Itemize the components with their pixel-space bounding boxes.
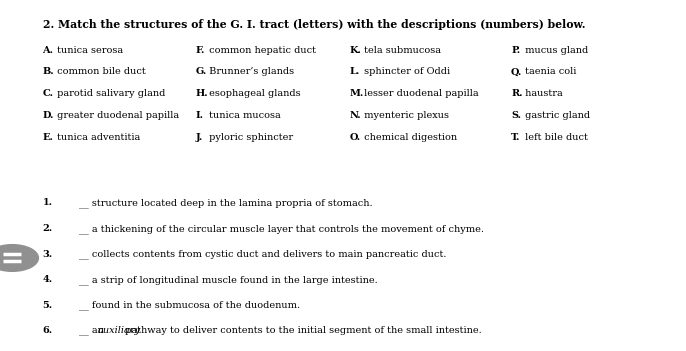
Text: F.: F. xyxy=(196,46,205,55)
Text: I.: I. xyxy=(196,111,204,120)
Text: D.: D. xyxy=(43,111,54,120)
Text: mucus gland: mucus gland xyxy=(522,46,589,55)
Text: haustra: haustra xyxy=(522,89,563,98)
Text: M.: M. xyxy=(350,89,364,98)
Text: G.: G. xyxy=(196,67,206,77)
Text: E.: E. xyxy=(43,133,54,142)
Text: R.: R. xyxy=(511,89,523,98)
Text: tunica mucosa: tunica mucosa xyxy=(206,111,281,120)
Text: 2. Match the structures of the G. I. tract (letters) with the descriptions (numb: 2. Match the structures of the G. I. tra… xyxy=(43,19,585,30)
Circle shape xyxy=(0,245,38,271)
Text: greater duodenal papilla: greater duodenal papilla xyxy=(54,111,178,120)
Text: 4.: 4. xyxy=(43,275,53,284)
Text: K.: K. xyxy=(350,46,362,55)
Text: tela submucosa: tela submucosa xyxy=(361,46,441,55)
Text: 2.: 2. xyxy=(43,224,53,233)
Text: T.: T. xyxy=(511,133,521,142)
Text: 5.: 5. xyxy=(43,301,53,310)
Text: N.: N. xyxy=(350,111,362,120)
Text: parotid salivary gland: parotid salivary gland xyxy=(54,89,165,98)
Text: __ a thickening of the circular muscle layer that controls the movement of chyme: __ a thickening of the circular muscle l… xyxy=(79,224,484,234)
Text: myenteric plexus: myenteric plexus xyxy=(361,111,449,120)
Text: __ structure located deep in the lamina propria of stomach.: __ structure located deep in the lamina … xyxy=(79,198,372,208)
Text: B.: B. xyxy=(43,67,54,77)
Text: 6.: 6. xyxy=(43,326,53,336)
Text: L.: L. xyxy=(350,67,360,77)
Text: left bile duct: left bile duct xyxy=(522,133,588,142)
Text: O.: O. xyxy=(350,133,361,142)
Text: 3.: 3. xyxy=(43,250,53,259)
Text: __ collects contents from cystic duct and delivers to main pancreatic duct.: __ collects contents from cystic duct an… xyxy=(79,250,447,259)
Text: tunica adventitia: tunica adventitia xyxy=(54,133,140,142)
Text: common bile duct: common bile duct xyxy=(54,67,145,77)
Text: P.: P. xyxy=(511,46,520,55)
Text: chemical digestion: chemical digestion xyxy=(361,133,457,142)
Text: auxiliary: auxiliary xyxy=(97,326,141,336)
Text: H.: H. xyxy=(196,89,208,98)
Text: pathway to deliver contents to the initial segment of the small intestine.: pathway to deliver contents to the initi… xyxy=(122,326,482,336)
Text: Brunner’s glands: Brunner’s glands xyxy=(206,67,294,77)
Text: lesser duodenal papilla: lesser duodenal papilla xyxy=(361,89,478,98)
Text: common hepatic duct: common hepatic duct xyxy=(206,46,316,55)
Text: taenia coli: taenia coli xyxy=(522,67,576,77)
Text: S.: S. xyxy=(511,111,521,120)
Text: 1.: 1. xyxy=(43,198,53,207)
Text: pyloric sphincter: pyloric sphincter xyxy=(206,133,294,142)
Text: sphincter of Oddi: sphincter of Oddi xyxy=(361,67,450,77)
Text: __ a strip of longitudinal muscle found in the large intestine.: __ a strip of longitudinal muscle found … xyxy=(79,275,377,285)
Text: esophageal glands: esophageal glands xyxy=(206,89,301,98)
Text: __ found in the submucosa of the duodenum.: __ found in the submucosa of the duodenu… xyxy=(79,301,300,311)
Text: C.: C. xyxy=(43,89,54,98)
Text: Q.: Q. xyxy=(511,67,522,77)
Text: A.: A. xyxy=(43,46,54,55)
Text: J.: J. xyxy=(196,133,203,142)
Text: tunica serosa: tunica serosa xyxy=(54,46,123,55)
Text: __ an: __ an xyxy=(79,326,107,336)
Text: gastric gland: gastric gland xyxy=(522,111,590,120)
